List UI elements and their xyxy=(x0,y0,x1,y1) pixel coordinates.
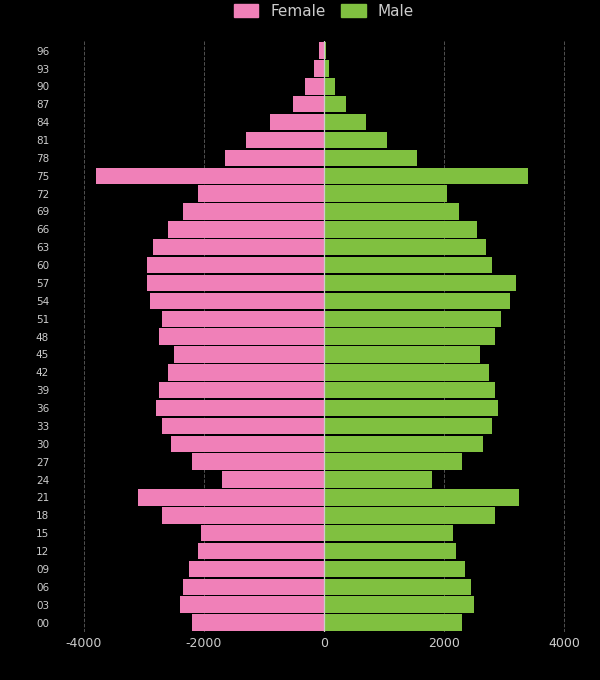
Bar xyxy=(324,561,465,577)
Bar xyxy=(324,454,462,470)
Bar xyxy=(180,596,324,613)
Bar xyxy=(324,167,528,184)
Bar xyxy=(192,454,324,470)
Bar xyxy=(324,132,387,148)
Bar xyxy=(162,507,324,524)
Bar xyxy=(324,543,456,559)
Bar xyxy=(324,400,498,416)
Bar xyxy=(324,96,346,112)
Bar xyxy=(138,489,324,506)
Bar xyxy=(168,364,324,381)
Bar xyxy=(324,257,492,273)
Bar xyxy=(324,292,510,309)
Bar xyxy=(293,96,324,112)
Bar xyxy=(225,150,324,166)
Bar xyxy=(324,61,329,77)
Bar xyxy=(171,436,324,452)
Bar xyxy=(324,275,516,291)
Bar xyxy=(150,292,324,309)
Bar xyxy=(324,525,453,541)
Bar xyxy=(147,275,324,291)
Bar xyxy=(270,114,324,131)
Bar xyxy=(246,132,324,148)
Bar xyxy=(162,418,324,435)
Bar xyxy=(324,221,477,237)
Bar xyxy=(183,203,324,220)
Legend: Female, Male: Female, Male xyxy=(234,4,414,19)
Bar xyxy=(324,150,417,166)
Bar xyxy=(324,614,462,631)
Bar xyxy=(324,507,495,524)
Bar xyxy=(201,525,324,541)
Bar xyxy=(324,489,519,506)
Bar xyxy=(324,579,471,595)
Bar xyxy=(192,614,324,631)
Bar xyxy=(324,364,489,381)
Bar xyxy=(159,328,324,345)
Bar xyxy=(324,328,495,345)
Bar xyxy=(324,436,483,452)
Bar xyxy=(324,596,474,613)
Bar xyxy=(324,186,447,202)
Bar xyxy=(324,471,432,488)
Bar xyxy=(324,418,492,435)
Bar xyxy=(324,346,480,362)
Bar xyxy=(324,42,326,59)
Bar xyxy=(319,42,324,59)
Bar xyxy=(96,167,324,184)
Bar xyxy=(156,400,324,416)
Bar xyxy=(162,311,324,327)
Bar xyxy=(324,311,501,327)
Bar xyxy=(222,471,324,488)
Bar xyxy=(314,61,324,77)
Bar xyxy=(147,257,324,273)
Bar xyxy=(324,203,459,220)
Bar xyxy=(324,114,366,131)
Bar xyxy=(183,579,324,595)
Bar xyxy=(153,239,324,256)
Bar xyxy=(305,78,324,95)
Bar xyxy=(168,221,324,237)
Bar xyxy=(159,382,324,398)
Bar xyxy=(198,186,324,202)
Bar xyxy=(189,561,324,577)
Bar xyxy=(324,239,486,256)
Bar xyxy=(324,382,495,398)
Bar xyxy=(174,346,324,362)
Bar xyxy=(324,78,335,95)
Bar xyxy=(198,543,324,559)
